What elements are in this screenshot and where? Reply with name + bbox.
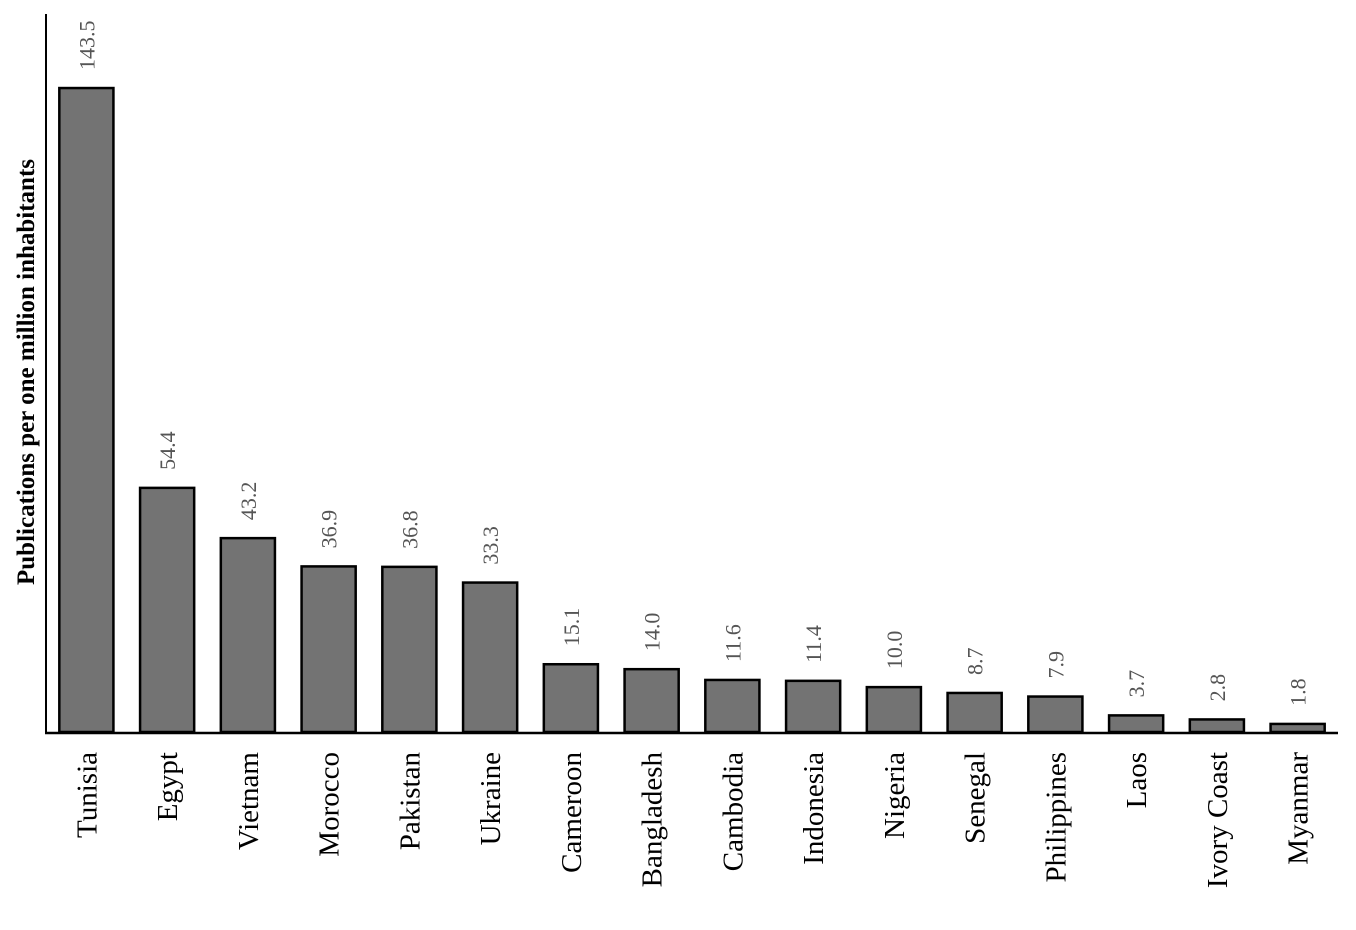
value-label: 7.9 — [1043, 651, 1068, 679]
value-label: 11.6 — [720, 624, 745, 662]
x-tick-label: Laos — [1121, 752, 1153, 808]
bar — [381, 565, 438, 734]
bar — [865, 685, 923, 734]
bar — [58, 86, 115, 734]
bar — [1269, 722, 1326, 734]
value-label: 11.4 — [801, 625, 826, 663]
value-label: 3.7 — [1124, 670, 1149, 698]
value-label: 8.7 — [963, 647, 988, 675]
value-label: 36.9 — [317, 510, 342, 549]
value-label: 43.2 — [236, 482, 261, 521]
x-tick-label: Vietnam — [233, 752, 265, 851]
x-tick-label: Philippines — [1040, 752, 1072, 883]
bar — [1188, 718, 1246, 734]
bar — [946, 691, 1003, 734]
x-tick-label: Bangladesh — [637, 752, 669, 888]
value-label: 54.4 — [155, 431, 180, 470]
x-tick-label: Indonesia — [798, 752, 830, 865]
bar — [1107, 714, 1165, 734]
x-tick-label: Cameroon — [556, 752, 588, 873]
bar — [623, 667, 680, 734]
x-tick-label: Ukraine — [475, 752, 507, 845]
bar — [1027, 695, 1084, 734]
x-tick-label: Morocco — [314, 752, 346, 857]
value-label: 36.8 — [397, 510, 422, 549]
bar — [300, 565, 357, 734]
value-label: 14.0 — [640, 613, 665, 652]
x-tick-label: Egypt — [152, 752, 184, 821]
bar — [542, 662, 600, 734]
value-label: 33.3 — [478, 526, 503, 565]
x-tick-label: Tunisia — [71, 752, 103, 838]
bar — [138, 486, 196, 734]
bar — [784, 679, 842, 734]
value-label: 143.5 — [74, 21, 99, 71]
x-tick-label: Senegal — [960, 752, 992, 844]
value-label: 15.1 — [559, 608, 584, 647]
x-tick-label: Cambodia — [717, 752, 749, 871]
value-label: 1.8 — [1286, 678, 1311, 706]
bar — [461, 581, 519, 734]
x-tick-label: Myanmar — [1283, 752, 1315, 865]
x-tick-label: Nigeria — [879, 752, 911, 839]
x-tick-label: Pakistan — [394, 752, 426, 851]
x-tick-label: Ivory Coast — [1202, 752, 1234, 888]
bar — [219, 536, 277, 734]
bar — [704, 678, 761, 734]
value-label: 2.8 — [1205, 674, 1230, 702]
y-axis-label: Publications per one million inhabitants — [13, 159, 40, 585]
value-label: 10.0 — [882, 631, 907, 670]
